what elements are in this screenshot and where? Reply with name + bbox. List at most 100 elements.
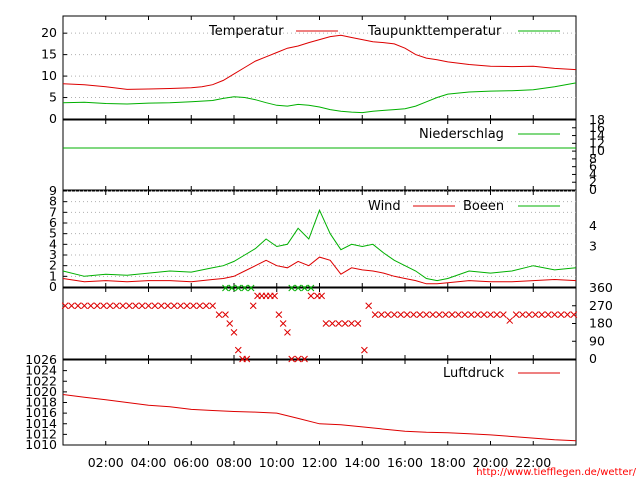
wind-direction-point <box>209 302 216 310</box>
wind-direction-point <box>106 302 114 310</box>
wind-direction-point <box>474 311 482 318</box>
wind-direction-point-stroke <box>294 355 302 363</box>
wind-direction-point <box>348 320 355 327</box>
wind-direction-point <box>499 311 507 318</box>
y-tick-label-right: 6 <box>589 159 597 174</box>
wind-direction-point <box>525 311 533 318</box>
wind-direction-point-stroke <box>243 355 251 363</box>
wind-direction-point <box>247 284 255 292</box>
wind-direction-point <box>202 302 210 310</box>
wind-direction-point-stroke <box>288 284 296 292</box>
wind-direction-point-stroke <box>403 311 411 318</box>
x-tick-label: 22:00 <box>515 455 551 470</box>
wind-direction-point-stroke <box>301 284 308 292</box>
legend-wind: Wind <box>368 199 401 214</box>
wind-direction-point <box>284 329 291 336</box>
x-tick-label: 16:00 <box>387 455 423 470</box>
source-url[interactable]: http://www.tiefflegen.de/wetter/ <box>476 467 636 478</box>
y-tick-label: 1026 <box>25 352 57 367</box>
wind-direction-point-stroke <box>249 302 257 310</box>
wind-direction-point-stroke <box>348 320 355 327</box>
wind-direction-point-stroke <box>81 302 88 310</box>
y-tick-label-right: 270 <box>589 298 613 313</box>
wind-direction-point-stroke <box>423 311 430 318</box>
x-tick-label: 12:00 <box>301 455 337 470</box>
wind-direction-point <box>170 302 178 310</box>
wind-direction-point <box>544 311 552 318</box>
wind-direction-point <box>294 355 302 363</box>
wind-direction-point-stroke <box>499 311 507 318</box>
wind-direction-point <box>335 320 343 327</box>
wind-direction-point-stroke <box>222 284 229 292</box>
wind-direction-point-stroke <box>564 311 571 318</box>
wind-direction-point <box>512 311 520 318</box>
y-tick-label: 7 <box>49 204 57 219</box>
wind-direction-point-stroke <box>234 346 242 354</box>
wind-direction-point <box>455 311 462 318</box>
y-tick-label: 1016 <box>25 405 57 420</box>
wind-direction-point-stroke <box>448 311 456 318</box>
wind-direction-point <box>157 302 165 310</box>
wind-direction-point <box>215 311 223 318</box>
wind-direction-point-stroke <box>328 320 336 327</box>
wind-direction-point-stroke <box>183 302 191 310</box>
wind-direction-point <box>307 292 315 300</box>
wind-direction-point-stroke <box>512 311 520 318</box>
wind-direction-point-stroke <box>226 320 234 327</box>
wind-direction-point <box>113 302 120 310</box>
wind-direction-point <box>151 302 159 310</box>
wind-direction-point <box>125 302 133 310</box>
wind-direction-point <box>132 302 140 310</box>
wind-direction-point-stroke <box>378 311 385 318</box>
wind-direction-point-stroke <box>132 302 140 310</box>
y-tick-label-right: 360 <box>589 280 613 295</box>
y-tick-label: 1018 <box>25 395 57 410</box>
wind-direction-point <box>145 302 152 310</box>
wind-direction-point <box>241 284 249 292</box>
y-tick-label-right: 4 <box>589 166 597 181</box>
wind-direction-point-stroke <box>74 302 82 310</box>
wind-direction-point <box>532 311 539 318</box>
legend-boeen: Boeen <box>463 199 504 214</box>
wind-direction-point <box>138 302 146 310</box>
wind-direction-point-stroke <box>474 311 482 318</box>
y-tick-label: 20 <box>41 25 57 40</box>
wind-direction-point-stroke <box>322 320 330 327</box>
wind-direction-point <box>301 355 308 363</box>
y-tick-label: 5 <box>49 226 57 241</box>
y-tick-label-right: 4 <box>589 218 597 233</box>
wind-direction-point <box>506 317 514 324</box>
wind-direction-point-stroke <box>410 311 417 318</box>
wind-direction-point <box>557 311 565 318</box>
wind-direction-point <box>371 311 379 318</box>
y-tick-label-right: 8 <box>589 151 597 166</box>
wind-direction-point-stroke <box>100 302 107 310</box>
wind-direction-point <box>61 302 69 310</box>
wind-direction-point-stroke <box>125 302 133 310</box>
wind-direction-point-stroke <box>429 311 437 318</box>
wind-direction-point <box>177 302 184 310</box>
y-tick-label: 9 <box>49 183 57 198</box>
wind-direction-point <box>448 311 456 318</box>
x-tick-label: 20:00 <box>472 455 508 470</box>
wind-direction-point-stroke <box>570 311 578 318</box>
wind-direction-point-stroke <box>467 311 475 318</box>
taupunkt-line <box>62 82 577 114</box>
y-tick-label: 2 <box>49 258 57 273</box>
wind-direction-point <box>230 329 238 336</box>
wind-direction-point <box>435 311 443 318</box>
y-tick-label-right: 180 <box>589 316 613 331</box>
legend-taupunkt: Taupunkttemperatur <box>367 24 502 39</box>
wind-direction-point <box>119 302 127 310</box>
wind-direction-point <box>234 346 242 354</box>
wind-direction-point <box>354 320 362 327</box>
wind-direction-point <box>390 311 398 318</box>
y-tick-label-right: 2 <box>589 174 597 189</box>
y-tick-label: 1 <box>49 268 57 283</box>
wind-direction-point-stroke <box>365 302 373 310</box>
wind-direction-point <box>68 302 75 310</box>
wind-direction-point <box>190 302 197 310</box>
x-tick-label: 10:00 <box>259 455 295 470</box>
wind-direction-point <box>100 302 107 310</box>
